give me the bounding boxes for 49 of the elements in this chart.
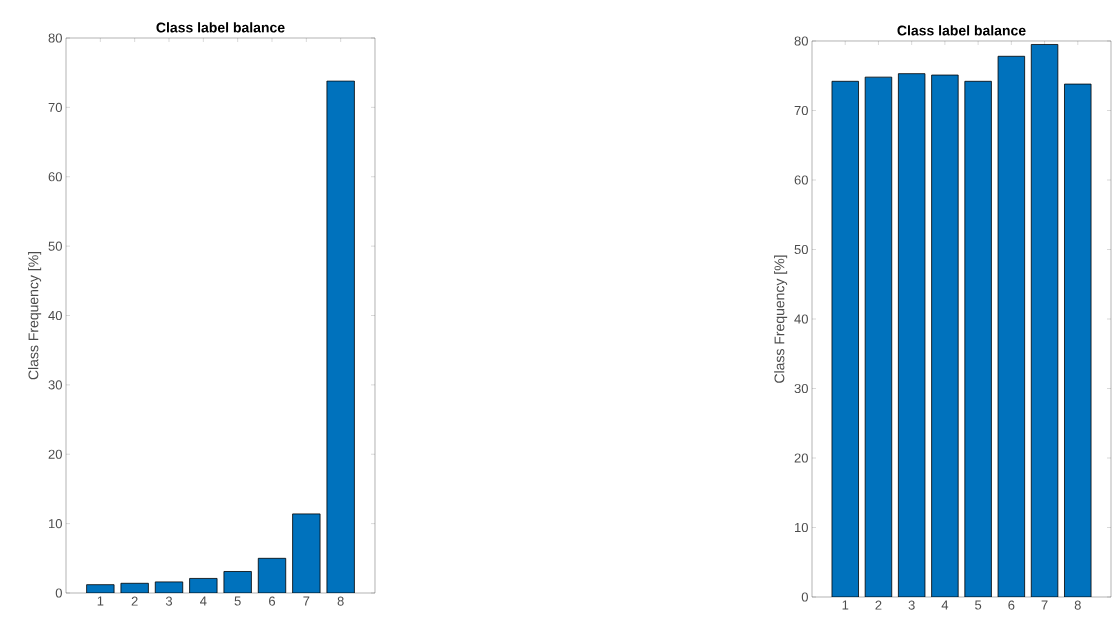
y-tick-label: 30 [794,383,808,394]
y-tick-label: 70 [48,102,62,112]
y-tick-label: 0 [55,588,62,598]
y-tick-label: 50 [48,241,62,251]
bar [831,81,859,597]
y-tick-label: 10 [49,519,62,529]
chart-title: Class label balance [897,25,1026,36]
x-tick-label: 3 [908,600,915,610]
x-tick-label: 2 [131,596,138,606]
bar [1064,83,1092,597]
bar [865,77,892,597]
x-tick-label: 8 [337,596,344,606]
y-tick-label: 10 [795,522,808,533]
x-tick-label: 7 [1041,600,1048,610]
x-tick-label: 6 [1008,600,1015,610]
y-tick-label: 30 [48,380,62,390]
y-tick-label: 40 [794,314,808,324]
x-tick-label: 7 [303,596,310,606]
x-tick-label: 2 [875,600,882,610]
y-axis-title: Class Frequency [%] [774,255,788,383]
x-tick-label: 1 [97,596,104,606]
y-tick-label: 80 [48,33,62,43]
y-tick-label: 70 [794,105,808,116]
chart-title: Class label balance [156,22,285,33]
x-tick-label: 4 [941,600,949,610]
y-tick-label: 80 [794,36,808,46]
bar [964,81,992,597]
y-tick-label: 60 [794,175,808,185]
bar [258,558,286,593]
bar [931,75,959,597]
y-tick-label: 40 [48,310,62,321]
y-tick-label: 50 [794,244,808,255]
y-tick-label: 60 [48,172,62,182]
y-axis-title: Class Frequency [%] [28,251,42,380]
bar [998,56,1025,597]
x-tick-label: 6 [269,596,276,606]
x-tick-label: 8 [1074,600,1081,610]
x-tick-label: 3 [165,596,173,606]
y-tick-label: 20 [48,449,62,459]
x-tick-label: 1 [842,600,849,610]
x-tick-label: 4 [200,596,207,606]
x-tick-label: 5 [234,596,241,606]
bar [292,513,321,593]
bar [1031,44,1058,597]
x-tick-label: 5 [975,600,982,610]
bar [898,73,925,597]
bar [326,80,355,593]
y-tick-label: 0 [801,592,808,602]
y-tick-label: 20 [794,453,808,463]
